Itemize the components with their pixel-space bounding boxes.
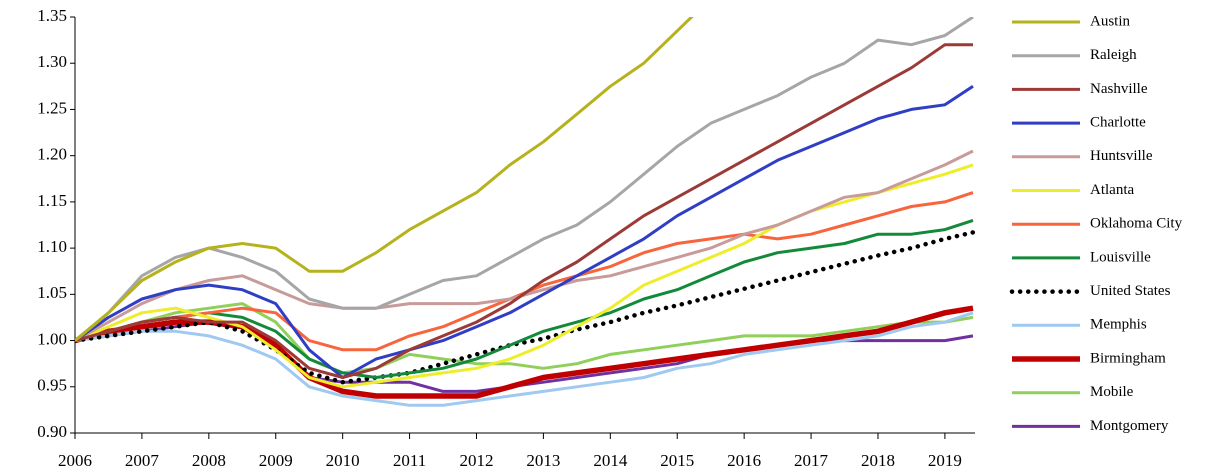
series-line [75, 163, 974, 389]
y-tick-label: 1.35 [37, 6, 67, 25]
x-tick-label: 2014 [593, 451, 628, 470]
x-tick-label: 2008 [192, 451, 226, 470]
x-tick-label: 2006 [58, 451, 92, 470]
y-tick-label: 1.00 [37, 329, 67, 348]
x-tick-label: 2019 [928, 451, 962, 470]
x-tick-label: 2012 [459, 451, 493, 470]
series-line [75, 302, 974, 375]
y-tick-label: 1.30 [37, 52, 67, 71]
y-tick-label: 0.95 [37, 376, 67, 395]
y-tick-label: 1.25 [37, 98, 67, 117]
y-tick-label: 0.90 [37, 422, 67, 441]
y-tick-label: 1.20 [37, 145, 67, 164]
plot-area [75, 17, 975, 407]
series-line [75, 17, 974, 342]
series-line [75, 85, 974, 379]
legend-label: Raleigh [1090, 47, 1137, 63]
legend-label: United States [1090, 283, 1171, 299]
legend-label: Atlanta [1090, 182, 1134, 198]
series-line [75, 149, 974, 342]
legend-label: Montgomery [1090, 418, 1169, 434]
x-tick-label: 2009 [259, 451, 293, 470]
y-tick-label: 1.15 [37, 191, 67, 210]
series-line [75, 305, 974, 399]
y-tick-label: 1.10 [37, 237, 67, 256]
legend-label: Mobile [1090, 384, 1134, 400]
x-tick-label: 2018 [861, 451, 895, 470]
legend-label: Memphis [1090, 317, 1147, 333]
series-line [75, 43, 973, 379]
x-tick-label: 2016 [727, 451, 761, 470]
legend-label: Austin [1090, 13, 1131, 29]
series-line [75, 191, 974, 352]
x-tick-label: 2015 [660, 451, 694, 470]
legend-label: Huntsville [1090, 148, 1153, 164]
series-line [75, 230, 975, 385]
legend-label: Charlotte [1090, 115, 1146, 131]
legend-label: Birmingham [1090, 350, 1166, 366]
x-tick-label: 2011 [393, 451, 426, 470]
x-tick-label: 2017 [794, 451, 829, 470]
y-tick-label: 1.05 [37, 283, 67, 302]
legend-label: Nashville [1090, 81, 1148, 97]
series-line [75, 17, 694, 342]
x-tick-label: 2010 [326, 451, 360, 470]
series-line [75, 218, 974, 379]
legend-label: Louisville [1090, 249, 1151, 265]
x-tick-label: 2013 [526, 451, 560, 470]
series-line [75, 311, 974, 407]
x-tick-label: 2007 [125, 451, 160, 470]
legend-label: Oklahoma City [1090, 216, 1183, 232]
